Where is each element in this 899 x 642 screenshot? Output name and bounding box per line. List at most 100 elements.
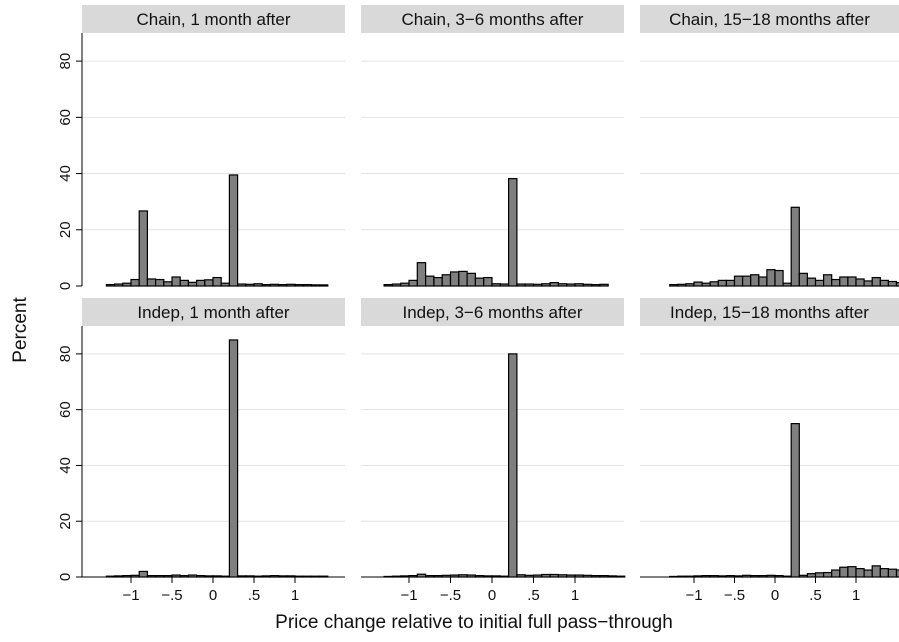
x-tick-label: 1 xyxy=(571,587,579,604)
histogram-bar xyxy=(138,570,148,578)
histogram-bar xyxy=(814,572,825,578)
histogram-bar xyxy=(790,423,800,578)
histogram-bar xyxy=(790,206,800,287)
histogram-bar xyxy=(310,284,321,287)
histogram-bar xyxy=(228,174,239,287)
x-tick-label: 0 xyxy=(209,587,217,604)
histogram-bar xyxy=(302,283,313,287)
y-tick-label: 0 xyxy=(57,282,74,290)
panel-title-strip xyxy=(361,5,624,33)
histogram-bar xyxy=(863,280,873,287)
histogram-bar xyxy=(895,282,899,287)
histogram-bar xyxy=(146,278,157,287)
panels-layer: Chain, 1 month after 0 20 40 60 80 Chain, 3−6 … xyxy=(57,5,899,604)
histogram-bar xyxy=(541,283,551,287)
x-tick-label: −.5 xyxy=(161,587,182,604)
histogram-bar xyxy=(483,276,493,287)
histogram-bar xyxy=(474,277,485,287)
histogram-bar xyxy=(441,274,452,287)
histogram-bar xyxy=(449,271,460,287)
histogram-bar xyxy=(582,283,593,287)
histogram-bar xyxy=(701,282,711,287)
histogram-bar xyxy=(425,275,435,287)
histogram-bar xyxy=(693,281,703,287)
panel-title: Indep, 15−18 months after xyxy=(670,303,869,322)
x-tick-label: 1 xyxy=(291,587,299,604)
histogram-bar xyxy=(549,282,559,287)
panel: Indep, 1 month after 0 20 40 60 80 −1 −.5 0 .5 1 xyxy=(57,298,345,604)
histogram-bar xyxy=(863,569,873,578)
histogram-bar xyxy=(508,353,518,578)
y-tick-label: 40 xyxy=(57,457,74,474)
panel-title-strip xyxy=(640,5,899,33)
histogram-bar xyxy=(491,283,501,287)
histogram-bar xyxy=(709,281,719,287)
histogram-bar xyxy=(286,283,296,287)
panel: Indep, 15−18 months after −1 −.5 0 .5 1 xyxy=(640,298,899,604)
histogram-bar xyxy=(887,280,898,287)
histogram-bar xyxy=(278,283,288,287)
histogram-bar xyxy=(187,281,198,287)
histogram-bar xyxy=(228,339,239,578)
y-tick-label: 80 xyxy=(57,346,74,363)
histogram-bar xyxy=(677,283,687,287)
histogram-bar xyxy=(532,283,543,287)
histogram-bar xyxy=(758,276,768,287)
panel-title: Chain, 3−6 months after xyxy=(402,10,584,29)
histogram-bar xyxy=(113,283,124,287)
histogram-bar xyxy=(253,283,263,287)
histogram-bar xyxy=(871,565,881,578)
x-tick-label: 0 xyxy=(488,587,496,604)
histogram-bar xyxy=(669,283,679,287)
histogram-bar xyxy=(766,269,776,287)
histogram-bar xyxy=(416,262,427,287)
y-axis-title: Percent xyxy=(10,297,31,363)
histogram-bar xyxy=(887,568,898,578)
histogram-bar xyxy=(130,278,140,287)
x-tick-label: −.5 xyxy=(440,587,461,604)
panel-title-strip xyxy=(82,298,345,326)
histogram-bar xyxy=(725,279,736,287)
panel-title: Chain, 1 month after xyxy=(136,10,290,29)
x-tick-label: 0 xyxy=(771,587,779,604)
x-tick-label: .5 xyxy=(527,587,540,604)
y-tick-label: 20 xyxy=(57,221,74,238)
panel-title-strip xyxy=(82,5,345,33)
x-tick-label: .5 xyxy=(248,587,261,604)
panel: Indep, 3−6 months after −1 −.5 0 .5 1 xyxy=(361,298,626,604)
x-tick-label: −.5 xyxy=(724,587,745,604)
histogram-bar xyxy=(466,272,477,287)
histogram-bar xyxy=(499,283,510,287)
histogram-bar xyxy=(599,283,609,287)
histogram-bar xyxy=(516,283,526,287)
histogram-bar xyxy=(155,278,165,287)
histogram-bar xyxy=(839,276,849,287)
histogram-bar xyxy=(831,278,841,287)
panel-title: Indep, 1 month after xyxy=(137,303,289,322)
histogram-bar xyxy=(871,276,881,287)
histogram-bar xyxy=(261,283,272,287)
panel-title-strip xyxy=(361,298,624,326)
y-tick-label: 60 xyxy=(57,109,74,126)
histogram-bar xyxy=(574,283,584,287)
histogram-bar xyxy=(831,569,841,578)
panel-title-strip xyxy=(640,298,899,326)
histogram-bar xyxy=(566,283,576,287)
x-tick-label: .5 xyxy=(809,587,822,604)
histogram-bar xyxy=(855,278,865,287)
histogram-bar xyxy=(391,283,402,287)
panel-title: Chain, 15−18 months after xyxy=(669,10,870,29)
histogram-bar xyxy=(319,284,329,287)
histogram-bar xyxy=(806,573,817,578)
panel: Chain, 3−6 months after xyxy=(361,5,624,287)
histogram-bar xyxy=(204,279,214,287)
histogram-bar xyxy=(171,276,181,287)
y-tick-label: 0 xyxy=(57,573,74,581)
histogram-bar xyxy=(245,283,255,287)
histogram-bar xyxy=(196,279,206,287)
histogram-bar xyxy=(220,282,230,287)
histogram-bar xyxy=(269,283,280,287)
histogram-bar xyxy=(806,277,817,287)
histogram-bar xyxy=(741,275,752,287)
panel-title: Indep, 3−6 months after xyxy=(402,303,582,322)
